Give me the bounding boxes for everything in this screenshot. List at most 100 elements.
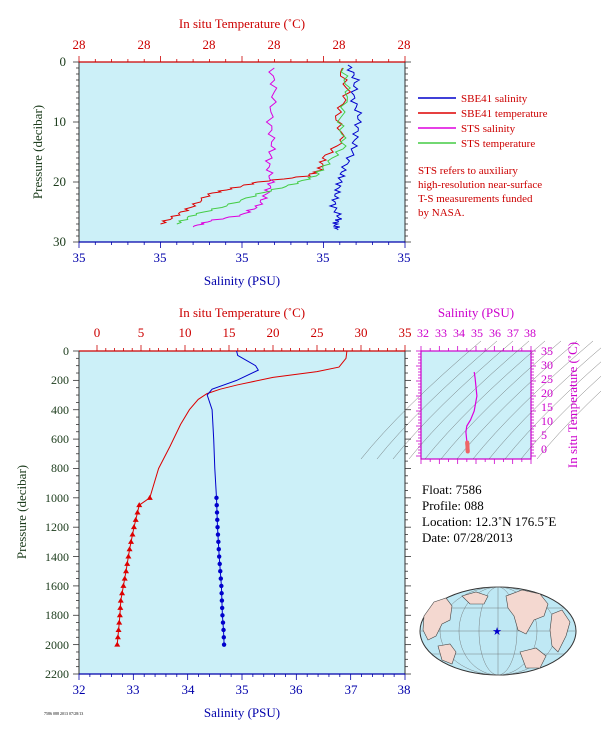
ts-density-contour (504, 361, 601, 460)
temperature-sample-marker (146, 494, 153, 500)
main-chart-left-tick-4: 800 (51, 461, 69, 475)
main-chart-top-tick-3: 15 (223, 325, 236, 340)
salinity-sample-marker (219, 583, 224, 589)
main-chart-bottom-tick-5: 37 (345, 682, 359, 697)
ts-inset-right-tick-0: 35 (541, 344, 553, 358)
ts-deep-sample-marker (465, 440, 470, 445)
main-chart-bottom-tick-0: 32 (73, 682, 86, 697)
main-chart-left-tick-11: 2200 (45, 667, 69, 681)
ts-density-contour (472, 340, 594, 460)
ts-inset-top-tick-3: 35 (471, 326, 483, 340)
temperature-sample-marker (134, 509, 141, 515)
ts-density-contour (440, 340, 562, 460)
top-chart-left-axis-title: Pressure (decibar) (30, 105, 45, 199)
ts-density-contour (376, 340, 498, 460)
profile-number: Profile: 088 (422, 498, 484, 513)
temperature-sample-marker (120, 582, 127, 588)
sts-note-line-2: T-S measurements funded (418, 193, 533, 205)
salinity-sample-marker (218, 569, 223, 574)
main-chart-bottom-tick-2: 34 (182, 682, 196, 697)
main-chart-left-tick-8: 1600 (45, 579, 69, 593)
temperature-sample-marker (125, 553, 132, 559)
main-chart-left-tick-6: 1200 (45, 520, 69, 534)
main-chart-left-tick-labels: 0 200 400 600 800 1000 1200 1400 1600 18… (45, 344, 69, 681)
top-chart-top-tick-5: 28 (398, 37, 411, 52)
main-chart-left-tick-2: 400 (51, 403, 69, 417)
top-chart-top-tick-2: 28 (203, 37, 216, 52)
main-chart-bottom-tick-1: 33 (127, 682, 140, 697)
ts-inset-top-axis-title: Salinity (PSU) (438, 305, 514, 320)
ts-inset-top-tick-5: 37 (507, 326, 519, 340)
ts-inset-ticks (416, 346, 536, 464)
sbe41-salinity-line (328, 64, 363, 231)
salinity-sample-marker (216, 547, 221, 552)
temperature-sample-marker (116, 619, 123, 625)
top-chart-bottom-axis-title: Salinity (PSU) (204, 273, 280, 288)
top-chart-bottom-tick-2: 35 (236, 250, 249, 265)
ts-inset-density-contours (360, 340, 601, 460)
float-id: Float: 7586 (422, 482, 482, 497)
temperature-sample-marker (117, 597, 124, 603)
main-chart-top-tick-6: 30 (355, 325, 368, 340)
salinity-profile-line (206, 350, 260, 645)
sts-salinity-line (192, 67, 278, 228)
main-chart-top-tick-0: 0 (94, 325, 101, 340)
ts-density-contour (488, 347, 601, 460)
ts-inset-right-tick-labels: 35 30 25 20 15 10 5 0 (541, 344, 553, 456)
ts-inset-top-tick-2: 34 (453, 326, 465, 340)
main-chart-top-tick-4: 20 (267, 325, 280, 340)
temperature-sample-marker (114, 641, 121, 647)
ts-inset-series (465, 371, 478, 454)
sts-note-line-1: high-resolution near-surface (418, 179, 542, 191)
ts-inset-right-tick-2: 25 (541, 372, 553, 386)
main-chart-top-tick-1: 5 (138, 325, 145, 340)
ts-inset-right-tick-3: 20 (541, 386, 553, 400)
top-chart-top-tick-3: 28 (268, 37, 281, 52)
temperature-sample-marker (114, 634, 121, 640)
legend-label-sbe41-salinity: SBE41 salinity (461, 93, 528, 105)
ts-inset-top-tick-4: 36 (489, 326, 501, 340)
main-chart-top-tick-5: 25 (311, 325, 324, 340)
main-chart-left-tick-10: 2000 (45, 638, 69, 652)
ts-density-contour (520, 375, 601, 460)
ts-inset-top-tick-labels: 32 33 34 35 36 37 38 (417, 326, 536, 340)
ts-inset-top-tick-1: 33 (435, 326, 447, 340)
top-chart-legend: SBE41 salinity SBE41 temperature STS sal… (418, 93, 548, 219)
temperature-profile-line (116, 350, 348, 645)
ts-density-contour (536, 390, 601, 460)
temperature-sample-marker (130, 524, 137, 530)
salinity-sample-marker (216, 539, 221, 545)
ts-inset: Salinity (PSU) 32 33 34 35 36 37 38 35 3… (360, 305, 601, 468)
temperature-sample-marker (136, 502, 143, 508)
main-chart-bottom-tick-3: 35 (236, 682, 249, 697)
main-chart-left-tick-1: 200 (51, 373, 69, 387)
main-chart-bottom-tick-labels: 32 33 34 35 36 37 38 (73, 682, 411, 697)
ts-inset-right-tick-6: 5 (541, 428, 547, 442)
main-chart-left-axis-title: Pressure (decibar) (14, 465, 29, 559)
salinity-sample-marker (221, 627, 226, 633)
top-plot-area (78, 61, 406, 243)
temperature-sample-marker (115, 626, 122, 632)
temperature-sample-marker (123, 568, 130, 574)
world-map: ★ (419, 586, 577, 676)
temperature-sample-marker (119, 590, 126, 596)
sts-temperature-line (176, 67, 352, 225)
ts-inset-right-tick-5: 10 (541, 414, 553, 428)
top-chart-left-tick-3: 30 (53, 234, 66, 249)
main-chart-bottom-tick-6: 38 (398, 682, 411, 697)
temperature-sample-marker (116, 612, 123, 618)
salinity-sample-marker (220, 613, 225, 618)
temperature-sample-marker (132, 516, 139, 522)
ts-curve-line (465, 371, 478, 449)
ts-inset-right-tick-1: 30 (541, 358, 553, 372)
top-chart-bottom-tick-4: 35 (398, 250, 411, 265)
temperature-sample-marker (124, 560, 131, 566)
sts-note-line-0: STS refers to auxiliary (418, 165, 518, 177)
top-chart-top-tick-1: 28 (138, 37, 151, 52)
top-chart-left-tick-2: 20 (53, 174, 66, 189)
main-chart-left-tick-0: 0 (63, 344, 69, 358)
ts-inset-right-tick-4: 15 (541, 400, 553, 414)
top-chart-left-tick-1: 10 (53, 114, 66, 129)
ts-inset-plot-area (420, 350, 532, 460)
salinity-sample-marker (216, 554, 222, 559)
